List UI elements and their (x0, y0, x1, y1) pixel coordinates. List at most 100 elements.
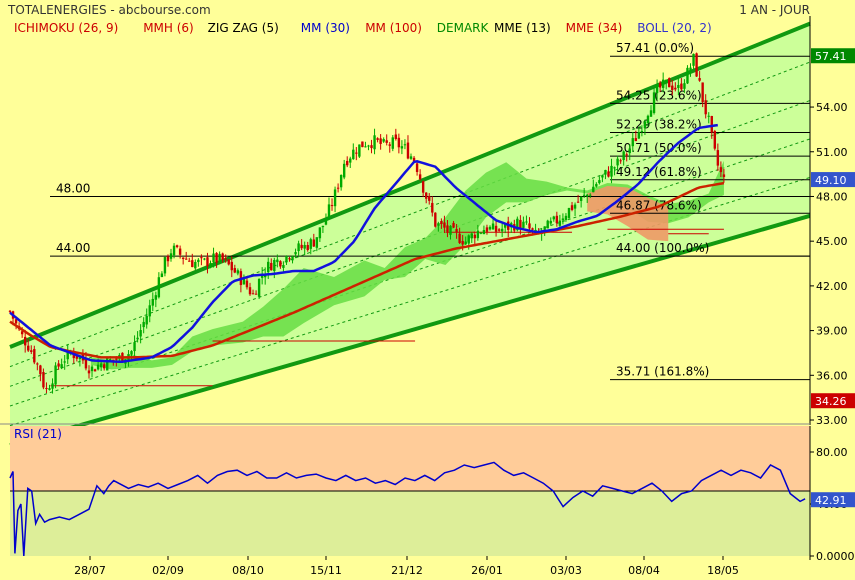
x-tick-label: 26/01 (471, 564, 503, 577)
candle-body (206, 257, 209, 267)
x-tick-label: 28/07 (74, 564, 106, 577)
rsi-y-tick-label: 0.0000 (816, 550, 855, 563)
candle-body (224, 258, 227, 260)
fibonacci-label: 49.12 (61.8%) (616, 165, 702, 179)
level-label: 44.00 (56, 241, 90, 255)
candle-body (218, 253, 221, 263)
candle-body (567, 207, 571, 218)
candle-body (33, 349, 36, 363)
candle-body (106, 357, 109, 371)
candle-body (698, 78, 701, 81)
candle-body (425, 192, 428, 199)
candle-body (531, 228, 534, 230)
candle-body (570, 205, 574, 210)
legend-mmh: MMH (6) (143, 21, 194, 35)
candle-body (145, 315, 148, 325)
candle-body (552, 216, 555, 220)
candle-body (440, 221, 443, 225)
candle-body (516, 218, 519, 231)
y-tick-label: 45.00 (816, 235, 848, 248)
candle-body (519, 219, 522, 230)
candle-body (701, 82, 704, 103)
candle-body (267, 261, 270, 273)
candle-body (233, 268, 237, 273)
candle-body (139, 330, 142, 337)
rsi-line (9, 461, 806, 557)
candle-body (716, 150, 720, 166)
candle-body (576, 201, 580, 203)
candle-body (671, 85, 674, 91)
price-tag-label: 57.41 (815, 50, 847, 63)
price-tag (811, 48, 855, 64)
candle-body (270, 262, 273, 271)
legend-mm100: MM (100) (365, 21, 422, 35)
candle-body (373, 135, 376, 150)
ichimoku-cloud (91, 160, 724, 370)
period-label: 1 AN - JOUR (739, 3, 810, 17)
candle-body (412, 157, 416, 162)
candle-body (185, 258, 188, 260)
candle-body (90, 366, 94, 372)
candle-body (668, 78, 671, 88)
candle-body (415, 163, 419, 172)
candle-body (522, 221, 525, 228)
candle-body (321, 225, 325, 228)
candle-body (84, 358, 88, 369)
chart-title: TOTALENERGIES - abcbourse.com (7, 3, 211, 17)
price-tag (811, 393, 855, 409)
candle-body (30, 350, 33, 352)
candle-body (297, 243, 300, 252)
candle-body (458, 233, 461, 244)
candle-body (57, 363, 60, 367)
candle-body (558, 220, 562, 226)
candle-body (598, 180, 601, 184)
candle-body (327, 204, 331, 218)
y-tick-label: 51.00 (816, 146, 848, 159)
candle-body (303, 244, 306, 249)
legend-ichimoku: ICHIMOKU (26, 9) (14, 21, 118, 35)
rsi-panel: RSI (21)0.000040.0080.0042.9128/0702/090… (9, 426, 855, 577)
fibonacci-label: 35.71 (161.8%) (616, 365, 709, 379)
candle-body (543, 226, 546, 230)
candle-body (160, 273, 164, 278)
candle-body (619, 160, 622, 162)
legend-mm30: MM (30) (301, 21, 350, 35)
candle-body (406, 142, 410, 159)
candle-body (686, 67, 689, 84)
candle-body (555, 215, 559, 224)
candle-body (251, 293, 255, 295)
fibonacci-label: 52.29 (38.2%) (616, 118, 702, 132)
candle-body (503, 224, 507, 228)
rsi-price-tag (811, 492, 855, 508)
candle-body (142, 321, 145, 328)
candle-body (36, 363, 39, 365)
candle-body (628, 148, 631, 154)
fibonacci-label: 54.25 (23.6%) (616, 88, 702, 102)
candle-body (592, 186, 595, 193)
candle-body (166, 256, 170, 262)
candle-body (455, 228, 458, 232)
candle-body (236, 270, 240, 274)
candle-body (203, 258, 206, 260)
candle-body (649, 110, 653, 117)
candle-body (434, 212, 437, 227)
candle-body (549, 220, 552, 224)
candle-body (437, 223, 440, 226)
candle-body (452, 222, 455, 228)
candle-body (643, 121, 647, 129)
x-tick-label: 08/04 (628, 564, 660, 577)
y-tick-label: 36.00 (816, 369, 848, 382)
candle-body (42, 372, 45, 388)
candle-body (175, 245, 179, 248)
candle-body (136, 337, 139, 340)
candle-body (494, 225, 498, 232)
candle-body (719, 167, 723, 173)
candle-body (637, 132, 641, 139)
candle-body (646, 115, 650, 124)
candle-body (87, 370, 91, 374)
candle-body (607, 171, 610, 177)
candle-body (677, 85, 680, 88)
candle-body (461, 240, 464, 245)
candle-body (485, 227, 489, 232)
candle-body (482, 230, 486, 235)
